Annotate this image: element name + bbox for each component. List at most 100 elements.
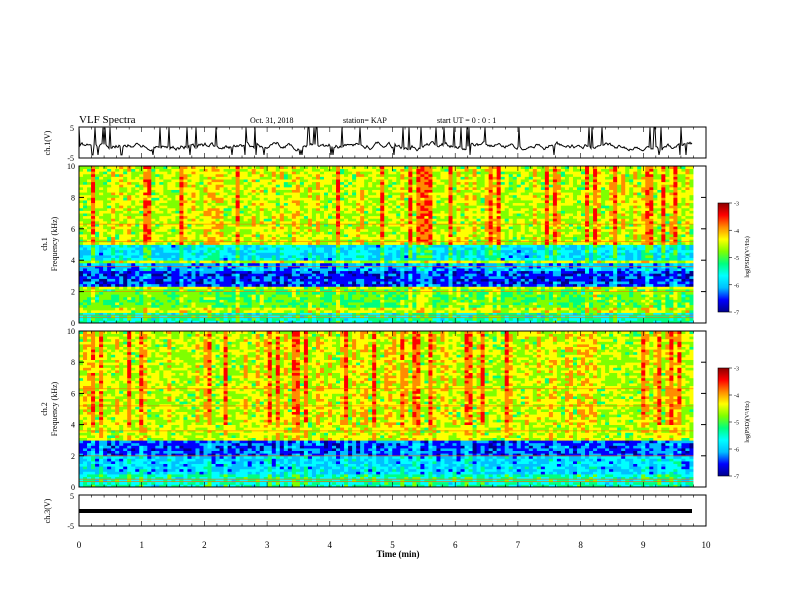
spectrogram-cell <box>319 299 325 303</box>
spectrogram-cell <box>593 262 598 266</box>
spectrogram-cell <box>287 265 293 269</box>
spectrogram-cell <box>356 286 361 290</box>
spectrogram-cell <box>87 244 92 248</box>
spectrogram-cell <box>83 281 88 285</box>
spectrogram-cell <box>661 249 666 253</box>
spectrogram-cell <box>633 299 638 303</box>
spectrogram-cell <box>412 265 417 269</box>
spectrogram-cell <box>572 309 578 313</box>
spectrogram-cell <box>199 252 204 256</box>
spectrogram-cell <box>669 286 674 290</box>
spectrogram-cell <box>275 265 281 269</box>
spectrogram-cell <box>155 309 160 313</box>
spectrogram-cell <box>653 288 658 292</box>
spectrogram-cell <box>649 302 654 306</box>
spectrogram-cell <box>87 309 92 313</box>
spectrogram-cell <box>665 291 670 295</box>
spectrogram-cell <box>151 249 156 253</box>
spectrogram-cell <box>159 278 164 282</box>
spectrogram-cell <box>372 252 377 256</box>
spectrogram-cell <box>340 312 345 316</box>
spectrogram-cell <box>564 315 570 319</box>
spectrogram-cell <box>452 270 457 274</box>
spectrogram-cell <box>388 262 393 266</box>
spectrogram-cell <box>283 262 289 266</box>
spectrogram-cell <box>448 286 453 290</box>
spectrogram-cell <box>267 294 273 298</box>
spectrogram-cell <box>585 296 590 300</box>
spectrogram-cell <box>259 247 265 251</box>
spectrogram-cell <box>87 320 92 324</box>
spectrogram-cell <box>307 294 313 298</box>
spectrogram-cell <box>593 309 598 313</box>
spectrogram-cell <box>187 260 192 264</box>
spectrogram-cell <box>605 307 610 311</box>
spectrogram-cell <box>368 281 373 285</box>
spectrogram-cell <box>340 307 345 311</box>
spectrogram-cell <box>508 244 514 248</box>
spectrogram-cell <box>404 294 409 298</box>
spectrogram-cell <box>215 307 220 311</box>
spectrogram-cell <box>279 296 285 300</box>
spectrogram-cell <box>287 236 293 240</box>
spectrogram-cell <box>520 241 526 245</box>
spectrogram-cell <box>396 236 401 240</box>
spectrogram-cell <box>167 309 172 313</box>
spectrogram-cell <box>299 291 305 295</box>
spectrogram-cell <box>673 273 678 277</box>
spectrogram-cell <box>621 239 626 243</box>
spectrogram-cell <box>380 236 385 240</box>
spectrogram-cell <box>215 304 220 308</box>
spectrogram-cell <box>279 312 285 316</box>
spectrogram-cell <box>103 236 108 240</box>
spectrogram-cell <box>677 299 682 303</box>
spectrogram-cell <box>207 307 212 311</box>
spectrogram-cell <box>388 291 393 295</box>
spectrogram-cell <box>352 239 357 243</box>
spectrogram-cell <box>336 275 341 279</box>
spectrogram-cell <box>219 283 224 287</box>
spectrogram-cell <box>492 294 498 298</box>
spectrogram-cell <box>568 257 574 261</box>
spectrogram-cell <box>323 278 329 282</box>
spectrogram-cell <box>271 236 277 240</box>
spectrogram-cell <box>376 273 381 277</box>
spectrogram-cell <box>299 302 305 306</box>
spectrogram-cell <box>548 252 554 256</box>
spectrogram-cell <box>645 249 650 253</box>
spectrogram-cell <box>239 299 245 303</box>
spectrogram-cell <box>283 273 289 277</box>
spectrogram-cell <box>287 302 293 306</box>
spectrogram-cell <box>452 296 457 300</box>
spectrogram-cell <box>151 315 156 319</box>
spectrogram-cell <box>299 278 305 282</box>
spectrogram-cell <box>135 304 140 308</box>
spectrogram-cell <box>420 302 425 306</box>
spectrogram-cell <box>520 309 526 313</box>
spectrogram-cell <box>613 296 618 300</box>
spectrogram-cell <box>412 254 417 258</box>
spectrogram-cell <box>524 254 530 258</box>
spectrogram-cell <box>589 273 594 277</box>
spectrogram-cell <box>396 273 401 277</box>
spectrogram-cell <box>79 286 84 290</box>
spectrogram-cell <box>464 247 469 251</box>
spectrogram-cell <box>119 249 124 253</box>
spectrogram-cell <box>428 260 433 264</box>
spectrogram-cell <box>460 273 465 277</box>
spectrogram-cell <box>689 273 694 277</box>
spectrogram-cell <box>480 317 486 321</box>
spectrogram-cell <box>183 252 188 256</box>
spectrogram-cell <box>520 312 526 316</box>
spectrogram-cell <box>259 320 265 324</box>
spectrogram-cell <box>480 262 486 266</box>
spectrogram-cell <box>115 241 120 245</box>
spectrogram-cell <box>356 236 361 240</box>
spectrogram-cell <box>408 273 413 277</box>
spectrogram-cell <box>617 307 622 311</box>
spectrogram-cell <box>536 291 542 295</box>
spectrogram-cell <box>637 320 642 324</box>
spectrogram-cell <box>601 309 606 313</box>
spectrogram-cell <box>617 268 622 272</box>
spectrogram-cell <box>352 283 357 287</box>
